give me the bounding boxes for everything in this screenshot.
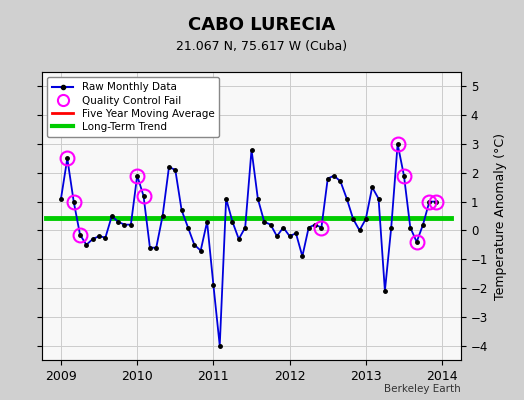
- Text: 21.067 N, 75.617 W (Cuba): 21.067 N, 75.617 W (Cuba): [177, 40, 347, 53]
- Text: Berkeley Earth: Berkeley Earth: [385, 384, 461, 394]
- Y-axis label: Temperature Anomaly (°C): Temperature Anomaly (°C): [494, 132, 507, 300]
- Text: CABO LURECIA: CABO LURECIA: [188, 16, 336, 34]
- Legend: Raw Monthly Data, Quality Control Fail, Five Year Moving Average, Long-Term Tren: Raw Monthly Data, Quality Control Fail, …: [47, 77, 220, 137]
